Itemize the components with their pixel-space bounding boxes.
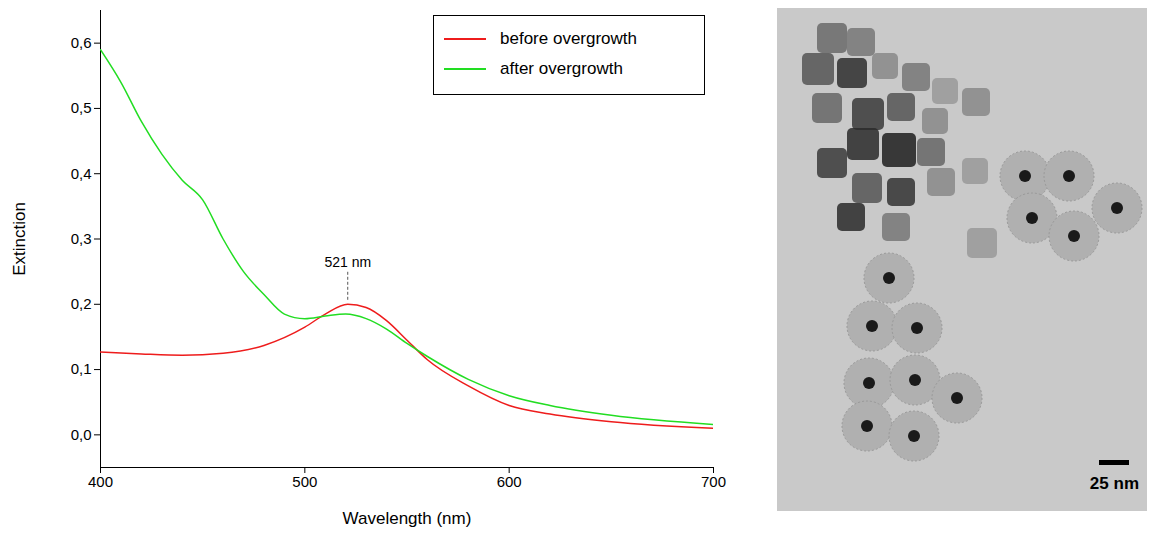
svg-text:0,4: 0,4 (71, 165, 92, 182)
svg-text:0,2: 0,2 (71, 295, 92, 312)
svg-text:0,0: 0,0 (71, 426, 92, 443)
svg-text:25 nm: 25 nm (1090, 474, 1139, 493)
svg-text:0,1: 0,1 (71, 360, 92, 377)
svg-text:0,5: 0,5 (71, 99, 92, 116)
html-text:after overgrowth: after overgrowth (500, 59, 623, 78)
svg-text:521 nm: 521 nm (324, 254, 371, 270)
svg-text:400: 400 (88, 473, 113, 490)
svg-text:600: 600 (497, 473, 522, 490)
svg-text:Wavelength (nm): Wavelength (nm) (343, 509, 472, 528)
svg-text:500: 500 (292, 473, 317, 490)
svg-text:0,3: 0,3 (71, 230, 92, 247)
svg-text:700: 700 (701, 473, 726, 490)
svg-text:Extinction: Extinction (10, 202, 29, 276)
html-text:before overgrowth: before overgrowth (500, 29, 637, 48)
svg-text:0,6: 0,6 (71, 34, 92, 51)
